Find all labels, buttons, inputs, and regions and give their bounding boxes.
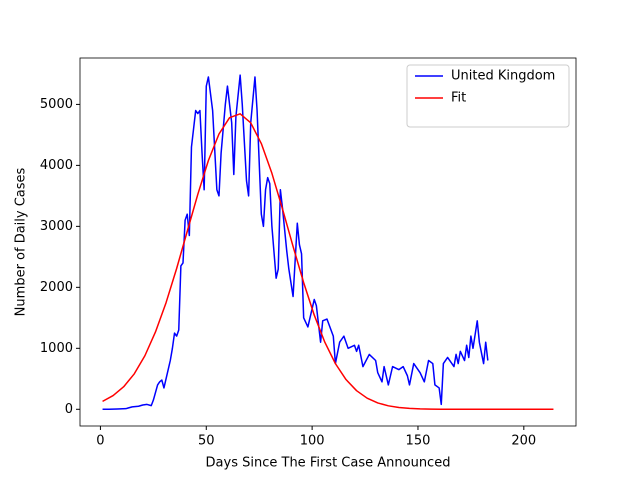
x-tick-label: 0 — [96, 434, 104, 449]
plot-frame — [79, 57, 577, 427]
legend-box — [406, 64, 570, 128]
x-tick-label: 200 — [511, 434, 536, 449]
x-tick-label: 50 — [198, 434, 215, 449]
y-tick-label: 2000 — [40, 280, 73, 295]
y-tick-label: 4000 — [40, 158, 73, 173]
legend-label: United Kingdom — [451, 69, 555, 84]
legend-label: Fit — [451, 91, 466, 106]
y-tick-label: 0 — [65, 402, 73, 417]
series-line — [102, 74, 489, 411]
y-axis-label: Number of Daily Cases — [14, 167, 29, 316]
x-tick-label: 100 — [300, 434, 325, 449]
x-axis-label: Days Since The First Case Announced — [206, 456, 451, 471]
y-tick-label: 3000 — [40, 219, 73, 234]
y-tick-label: 1000 — [40, 341, 73, 356]
x-tick-label: 150 — [406, 434, 431, 449]
series-line — [102, 113, 554, 411]
y-tick-label: 5000 — [40, 97, 73, 112]
